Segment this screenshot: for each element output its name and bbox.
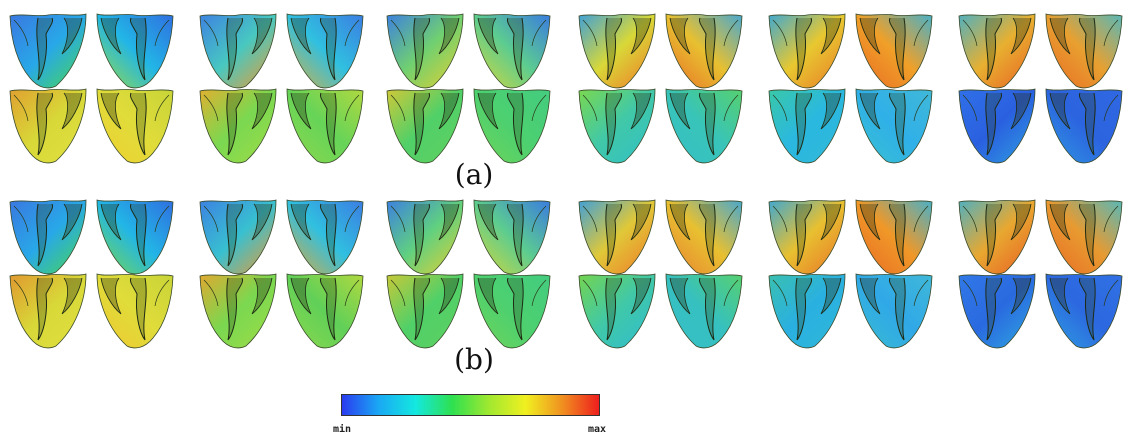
heart-view-p2-r2-g4-v1 bbox=[578, 273, 656, 349]
heart-view-p2-r1-g5-v2 bbox=[855, 199, 933, 275]
heart-view-p1-r1-g5-v2 bbox=[855, 13, 933, 89]
heart-view-p2-r2-g1-v1 bbox=[9, 273, 87, 349]
colorbar bbox=[341, 394, 600, 416]
heart-view-p2-r2-g2-v1 bbox=[199, 273, 277, 349]
heart-view-p2-r2-g5-v1 bbox=[768, 273, 846, 349]
heart-view-p1-r2-g6-v1 bbox=[958, 88, 1036, 164]
heart-view-p2-r1-g4-v2 bbox=[665, 199, 743, 275]
panel-label-a: (a) bbox=[454, 158, 494, 191]
heart-view-p2-r2-g6-v2 bbox=[1045, 273, 1123, 349]
heart-view-p2-r1-g5-v1 bbox=[768, 199, 846, 275]
heart-view-p1-r1-g5-v1 bbox=[768, 13, 846, 89]
heart-view-p1-r2-g1-v1 bbox=[9, 88, 87, 164]
heart-view-p1-r1-g1-v1 bbox=[9, 13, 87, 89]
heart-view-p1-r2-g5-v2 bbox=[855, 88, 933, 164]
heart-view-p2-r1-g3-v2 bbox=[473, 199, 551, 275]
heart-view-p2-r2-g6-v1 bbox=[958, 273, 1036, 349]
heart-view-p2-r1-g1-v2 bbox=[96, 199, 174, 275]
heart-view-p2-r1-g1-v1 bbox=[9, 199, 87, 275]
colorbar-max-label: max bbox=[588, 424, 607, 435]
heart-view-p1-r1-g2-v2 bbox=[286, 13, 364, 89]
heart-view-p1-r2-g4-v1 bbox=[578, 88, 656, 164]
heart-view-p1-r2-g5-v1 bbox=[768, 88, 846, 164]
heart-view-p1-r1-g4-v2 bbox=[665, 13, 743, 89]
heart-view-p1-r1-g3-v2 bbox=[473, 13, 551, 89]
heart-view-p2-r2-g2-v2 bbox=[286, 273, 364, 349]
heart-view-p2-r1-g4-v1 bbox=[578, 199, 656, 275]
heart-view-p2-r2-g3-v1 bbox=[386, 273, 464, 349]
heart-view-p2-r1-g2-v2 bbox=[286, 199, 364, 275]
heart-view-p2-r2-g1-v2 bbox=[96, 273, 174, 349]
heart-view-p2-r2-g4-v2 bbox=[665, 273, 743, 349]
heart-view-p1-r1-g1-v2 bbox=[96, 13, 174, 89]
colorbar-min-label: min bbox=[333, 424, 352, 435]
heart-view-p2-r2-g5-v2 bbox=[855, 273, 933, 349]
heart-view-p2-r1-g6-v1 bbox=[958, 199, 1036, 275]
heart-view-p1-r2-g3-v2 bbox=[473, 88, 551, 164]
heart-view-p1-r2-g2-v2 bbox=[286, 88, 364, 164]
heart-view-p1-r1-g4-v1 bbox=[578, 13, 656, 89]
heart-view-p1-r1-g3-v1 bbox=[386, 13, 464, 89]
heart-view-p1-r1-g2-v1 bbox=[199, 13, 277, 89]
heart-view-p1-r2-g4-v2 bbox=[665, 88, 743, 164]
heart-view-p2-r1-g3-v1 bbox=[386, 199, 464, 275]
heart-view-p1-r2-g6-v2 bbox=[1045, 88, 1123, 164]
panel-label-b: (b) bbox=[454, 343, 494, 376]
heart-view-p1-r1-g6-v1 bbox=[958, 13, 1036, 89]
heart-view-p1-r2-g1-v2 bbox=[96, 88, 174, 164]
heart-view-p1-r2-g2-v1 bbox=[199, 88, 277, 164]
heart-view-p2-r1-g2-v1 bbox=[199, 199, 277, 275]
heart-view-p1-r1-g6-v2 bbox=[1045, 13, 1123, 89]
heart-view-p2-r1-g6-v2 bbox=[1045, 199, 1123, 275]
heart-view-p1-r2-g3-v1 bbox=[386, 88, 464, 164]
heart-view-p2-r2-g3-v2 bbox=[473, 273, 551, 349]
